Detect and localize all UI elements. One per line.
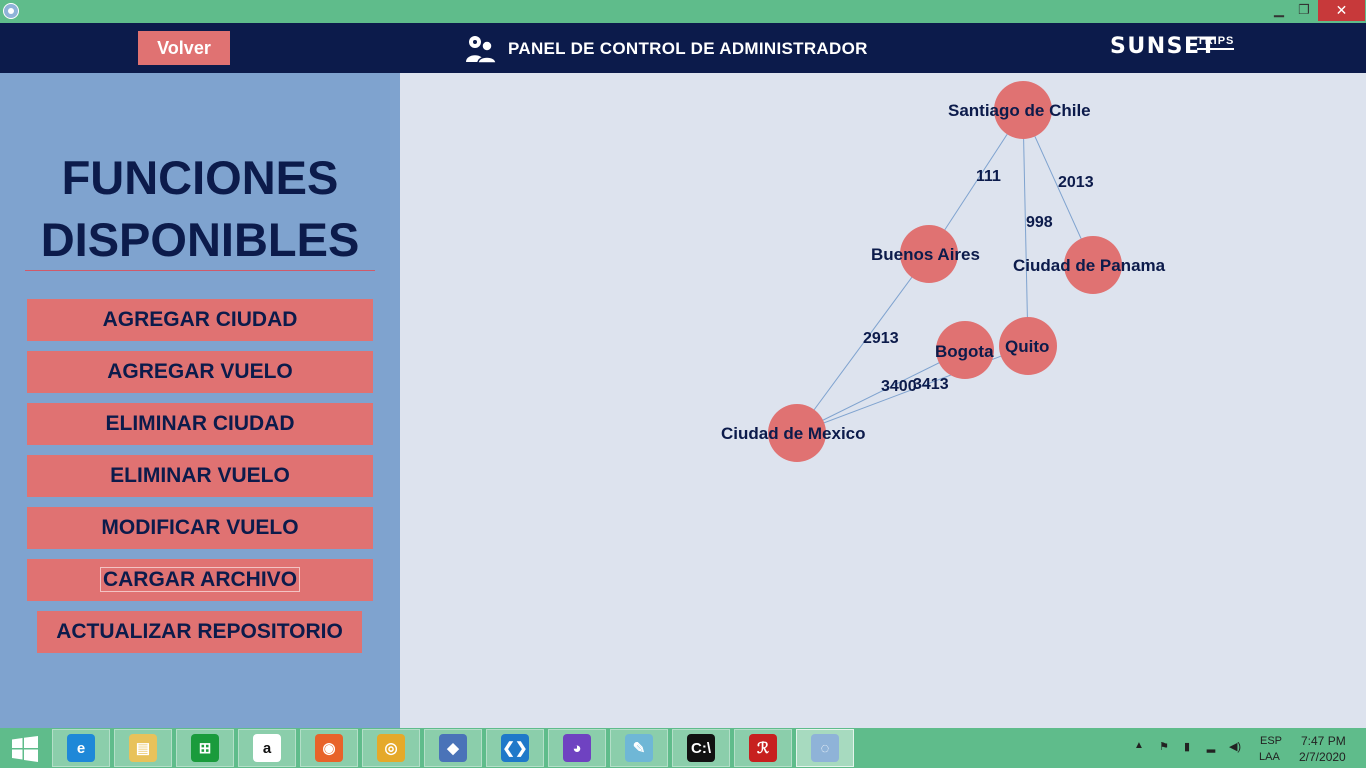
virtualbox-icon: ◆ (439, 734, 467, 762)
modify-flight-button[interactable]: MODIFICAR VUELO (27, 507, 373, 549)
chrome-icon: ◎ (377, 734, 405, 762)
taskbar-app-amazon[interactable]: a (238, 729, 296, 767)
app-icon[interactable] (3, 3, 19, 19)
github-desktop-icon: ◕ (563, 734, 591, 762)
city-node-panama[interactable] (1064, 236, 1122, 294)
sidebar-title-line1: FUNCIONES (61, 151, 339, 204)
edge-weight-label: 3413 (913, 376, 949, 393)
amazon-icon: a (253, 734, 281, 762)
edge-santiago-quito (1022, 109, 1029, 347)
taskbar-app-notepad[interactable]: ✎ (610, 729, 668, 767)
chevron-up-icon[interactable]: ▲ (1134, 740, 1144, 751)
minimize-button[interactable]: ▁ (1274, 2, 1284, 17)
city-node-mexico[interactable] (768, 404, 826, 462)
vscode-icon: ❮❯ (501, 734, 529, 762)
internet-explorer-icon: e (67, 734, 95, 762)
city-node-label: Santiago de Chile (948, 101, 1091, 120)
delete-city-button[interactable]: ELIMINAR CIUDAD (27, 403, 373, 445)
app-header: Volver PANEL DE CONTROL DE ADMINISTRADOR… (0, 23, 1366, 73)
taskbar-app-file-explorer[interactable]: ▤ (114, 729, 172, 767)
edge-weight-label: 111 (976, 168, 1001, 185)
taskbar-app-vscode[interactable]: ❮❯ (486, 729, 544, 767)
battery-icon[interactable]: ▮ (1183, 741, 1191, 753)
java-app-icon: ◌ (811, 734, 839, 762)
graph-area: Santiago de Chile Buenos Aires Ciudad de P… (400, 73, 1366, 728)
acrobat-reader-icon: ℛ (749, 734, 777, 762)
window-titlebar: ▁ ❐ ✕ (0, 0, 1366, 23)
taskbar-app-virtualbox[interactable]: ◆ (424, 729, 482, 767)
keyboard-layout-indicator[interactable]: LAA (1259, 751, 1280, 763)
update-repository-button[interactable]: ACTUALIZAR REPOSITORIO (37, 611, 362, 653)
back-button[interactable]: Volver (138, 31, 230, 65)
edge-weight-label: 2013 (1058, 174, 1094, 191)
taskbar-app-github-desktop[interactable]: ◕ (548, 729, 606, 767)
store-icon: ⊞ (191, 734, 219, 762)
taskbar-app-command-prompt[interactable]: C:\ (672, 729, 730, 767)
city-node-quito[interactable] (999, 317, 1057, 375)
brand-logo: SUNSET (1110, 34, 1218, 59)
file-explorer-icon: ▤ (129, 734, 157, 762)
edge-buenos-mexico (796, 253, 930, 434)
sidebar-title-line2: DISPONIBLES (40, 213, 360, 266)
city-node-label: Ciudad de Panama (1013, 256, 1166, 275)
admin-users-icon (466, 36, 497, 64)
flight-graph: Santiago de Chile Buenos Aires Ciudad de P… (721, 81, 1166, 462)
taskbar-app-firefox[interactable]: ◉ (300, 729, 358, 767)
notepad-icon: ✎ (625, 734, 653, 762)
firefox-icon: ◉ (315, 734, 343, 762)
taskbar-app-acrobat-reader[interactable]: ℛ (734, 729, 792, 767)
load-file-button[interactable]: CARGAR ARCHIVO (27, 559, 373, 601)
language-indicator[interactable]: ESP (1260, 735, 1283, 747)
sidebar: FUNCIONES DISPONIBLES AGREGAR CIUDAD AGR… (0, 73, 400, 728)
volume-icon[interactable]: ◀) (1228, 741, 1242, 753)
sidebar-title: FUNCIONES DISPONIBLES (0, 147, 400, 271)
city-node-label: Bogota (935, 342, 994, 361)
taskbar-app-internet-explorer[interactable]: e (52, 729, 110, 767)
clock-time[interactable]: 7:47 PM (1301, 734, 1346, 748)
city-node-label: Ciudad de Mexico (721, 424, 866, 443)
windows-start-icon[interactable] (12, 736, 38, 762)
page-title: PANEL DE CONTROL DE ADMINISTRADOR (508, 39, 868, 58)
brand-logo-sub: TRIPS (1197, 35, 1235, 50)
taskbar: e ▤ ⊞ a ◉ ◎ ◆ ❮❯ ◕ ✎ C:\ ℛ ◌ ▲ ⚑ ▮ ▂ ◀) ESP LAA 7:47… (0, 728, 1366, 768)
city-node-buenos[interactable] (900, 225, 958, 283)
edge-mexico-bogota (796, 349, 966, 434)
taskbar-app-java-app[interactable]: ◌ (796, 729, 854, 767)
taskbar-app-chrome[interactable]: ◎ (362, 729, 420, 767)
delete-flight-button[interactable]: ELIMINAR VUELO (27, 455, 373, 497)
close-button[interactable]: ✕ (1318, 0, 1365, 21)
flag-icon[interactable]: ⚑ (1159, 741, 1169, 753)
clock-date[interactable]: 2/7/2020 (1299, 750, 1346, 764)
edge-weight-label: 2913 (863, 330, 899, 347)
edge-weight-label: 3400 (881, 378, 917, 395)
city-node-santiago[interactable] (994, 81, 1052, 139)
taskbar-app-store[interactable]: ⊞ (176, 729, 234, 767)
load-file-label: CARGAR ARCHIVO (99, 567, 301, 592)
command-prompt-icon: C:\ (687, 734, 715, 762)
network-icon[interactable]: ▂ (1206, 741, 1216, 753)
city-node-label: Quito (1005, 337, 1049, 356)
maximize-button[interactable]: ❐ (1298, 2, 1310, 17)
city-node-label: Buenos Aires (871, 245, 980, 264)
city-node-bogota[interactable] (936, 321, 994, 379)
sidebar-divider (25, 270, 375, 271)
edge-weight-label: 998 (1026, 214, 1053, 231)
add-flight-button[interactable]: AGREGAR VUELO (27, 351, 373, 393)
add-city-button[interactable]: AGREGAR CIUDAD (27, 299, 373, 341)
